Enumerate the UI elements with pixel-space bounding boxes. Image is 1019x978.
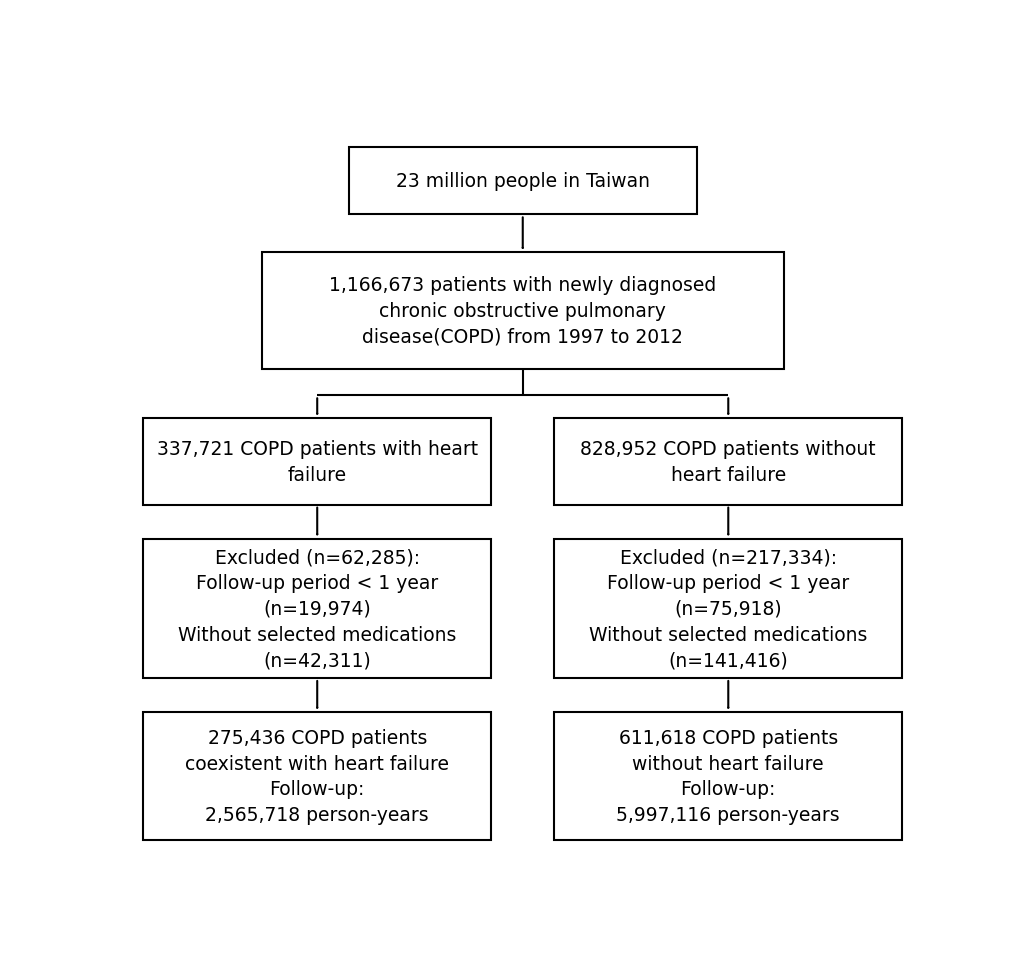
Text: Excluded (n=62,285):
Follow-up period < 1 year
(n=19,974)
Without selected medic: Excluded (n=62,285): Follow-up period < …: [178, 548, 455, 670]
FancyBboxPatch shape: [262, 253, 783, 370]
FancyBboxPatch shape: [143, 539, 491, 679]
Text: 23 million people in Taiwan: 23 million people in Taiwan: [395, 172, 649, 191]
FancyBboxPatch shape: [348, 148, 696, 215]
Text: 611,618 COPD patients
without heart failure
Follow-up:
5,997,116 person-years: 611,618 COPD patients without heart fail…: [615, 729, 840, 824]
FancyBboxPatch shape: [554, 712, 902, 840]
FancyBboxPatch shape: [143, 712, 491, 840]
Text: 828,952 COPD patients without
heart failure: 828,952 COPD patients without heart fail…: [580, 439, 875, 484]
FancyBboxPatch shape: [143, 419, 491, 506]
FancyBboxPatch shape: [554, 539, 902, 679]
Text: 1,166,673 patients with newly diagnosed
chronic obstructive pulmonary
disease(CO: 1,166,673 patients with newly diagnosed …: [329, 276, 715, 346]
FancyBboxPatch shape: [554, 419, 902, 506]
Text: 337,721 COPD patients with heart
failure: 337,721 COPD patients with heart failure: [157, 439, 477, 484]
Text: Excluded (n=217,334):
Follow-up period < 1 year
(n=75,918)
Without selected medi: Excluded (n=217,334): Follow-up period <…: [589, 548, 866, 670]
Text: 275,436 COPD patients
coexistent with heart failure
Follow-up:
2,565,718 person-: 275,436 COPD patients coexistent with he…: [185, 729, 448, 824]
